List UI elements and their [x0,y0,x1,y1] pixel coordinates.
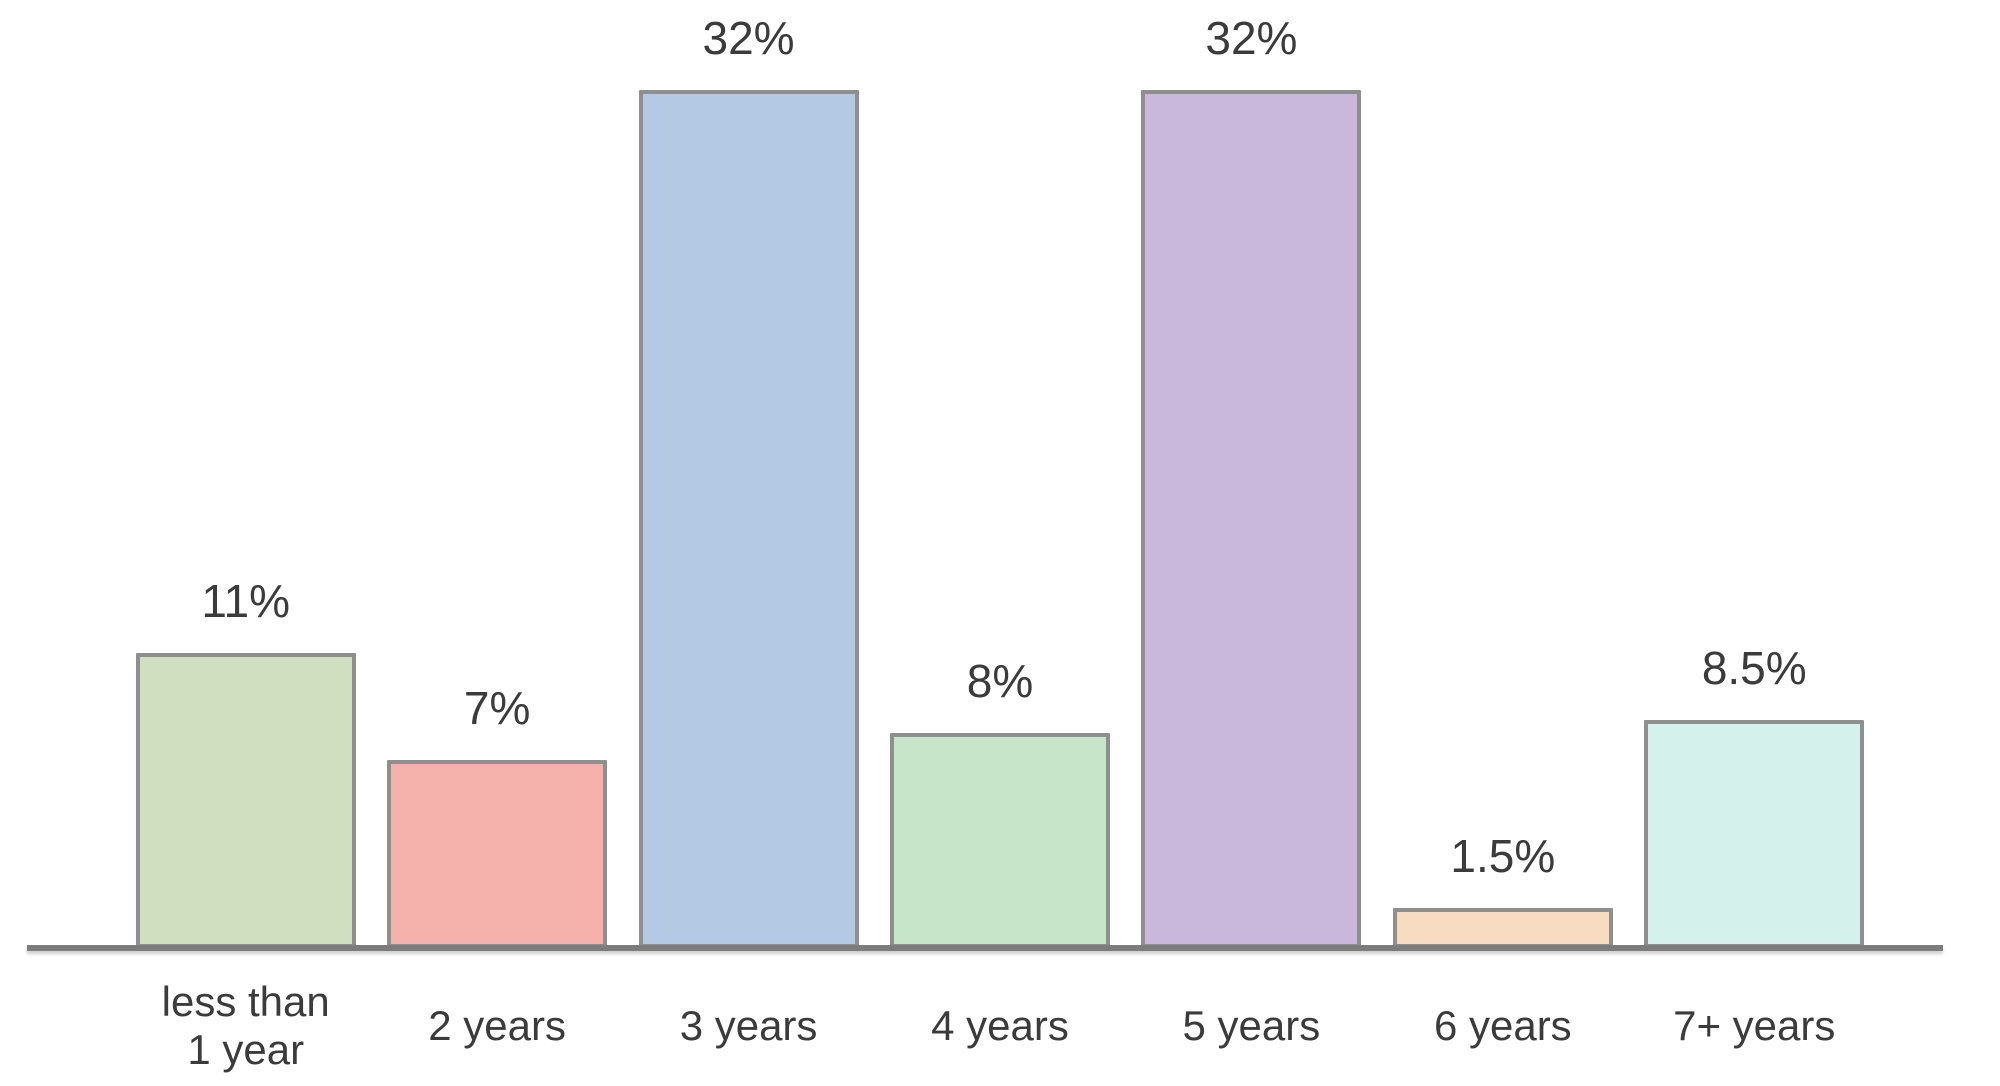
bar-7-plus-years [1644,720,1865,948]
bar-3-years [638,90,859,948]
x-axis-line [27,945,1943,951]
x-axis-label-line-1: less than [161,978,330,1025]
value-label-3-years: 32% [702,12,795,64]
bar-6-years [1392,908,1613,948]
x-axis-label-3-years: 3 years [679,1002,818,1049]
x-axis-label-6-years: 6 years [1433,1002,1572,1049]
x-axis-label-line-2: 1 year [187,1026,305,1073]
x-axis-labels: less than 1 year 2 years 3 years 4 years… [120,976,1880,1076]
bar-less-than-1-year [135,653,356,948]
value-label-6-years: 1.5% [1450,830,1556,882]
bar-4-years [889,733,1110,948]
plot-area: 11% 7% 32% 8% 32% 1.5% 8.5% [120,0,1880,948]
x-axis-label-5-years: 5 years [1182,1002,1321,1049]
value-label-7-plus-years: 8.5% [1701,642,1807,694]
bar-column-7-plus-years: 8.5% [1629,642,1880,948]
value-label-4-years: 8% [966,655,1034,707]
bar-column-6-years: 1.5% [1377,830,1628,948]
x-axis-label-7-plus-years: 7+ years [1673,1002,1836,1049]
bar-2-years [387,760,608,948]
value-label-5-years: 32% [1205,12,1298,64]
bar-column-less-than-1-year: 11% [120,575,371,948]
x-axis-label-4-years: 4 years [931,1002,1069,1049]
value-label-2-years: 7% [463,682,531,734]
x-axis-label-2-years: 2 years [428,1002,566,1049]
x-axis-label-less-than-1-year: less than 1 year [120,976,371,1076]
bar-column-2-years: 7% [371,682,622,948]
bar-column-5-years: 32% [1126,12,1377,948]
value-label-less-than-1-year: 11% [201,575,291,627]
bar-5-years [1141,90,1362,948]
bar-column-3-years: 32% [623,12,874,948]
bar-column-4-years: 8% [874,655,1125,948]
